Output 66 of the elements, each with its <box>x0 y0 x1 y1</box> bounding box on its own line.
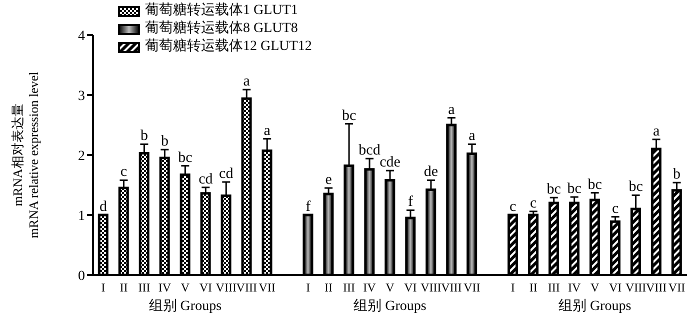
x-axis-title: 组别 Groups <box>148 298 223 315</box>
data-label: a <box>243 74 250 90</box>
x-tick-label: I <box>101 280 106 295</box>
x-tick-label: II <box>120 280 128 295</box>
data-label: a <box>264 122 271 139</box>
data-label: de <box>424 164 438 180</box>
x-tick-label: VII <box>258 280 276 295</box>
x-tick-label: II <box>324 280 333 295</box>
x-tick-label: VIII <box>441 280 462 295</box>
x-tick-label: VII <box>464 280 480 295</box>
x-tick-label: V <box>590 280 600 295</box>
x-tick-label: VIII <box>420 280 442 295</box>
y-tick-label: 0 <box>78 268 85 284</box>
x-tick-label: IV <box>568 280 582 295</box>
x-tick-label: IV <box>363 280 376 295</box>
text: 组别 Groups <box>557 298 632 315</box>
text: 组别 Groups <box>352 298 428 315</box>
data-label: a <box>448 102 456 118</box>
x-tick-label: VI <box>608 280 622 295</box>
y-tick-label: 2 <box>78 148 85 164</box>
data-label: bc <box>588 176 602 193</box>
x-tick-label: V <box>386 280 395 295</box>
data-label: bc <box>178 150 193 166</box>
data-label: cd <box>198 171 214 188</box>
x-tick-label: VII <box>668 280 686 295</box>
y-tick-label: 1 <box>78 208 85 224</box>
y-axis-title: mRNA相对表达量 mRNA relative expression level <box>10 71 41 238</box>
data-label: f <box>306 199 311 215</box>
x-tick-label: I <box>510 280 515 295</box>
x-tick-label: I <box>306 280 310 295</box>
data-label: bcd <box>358 142 381 159</box>
data-label: b <box>673 166 681 183</box>
data-label: b <box>140 128 148 144</box>
x-tick-label: VIII <box>625 280 646 295</box>
y-tick-label: 4 <box>78 28 85 44</box>
data-label: b <box>160 134 168 150</box>
data-label: e <box>325 172 332 188</box>
x-tick-label: II <box>529 280 538 295</box>
x-tick-label: VI <box>404 280 417 295</box>
legend-label: 葡萄糖转运载体8 GLUT8 <box>145 20 298 38</box>
x-tick-label: VIII <box>236 280 257 295</box>
y-tick-label: 3 <box>78 88 85 104</box>
data-label: bc <box>546 182 562 198</box>
x-tick-label: V <box>180 280 190 295</box>
data-label: a <box>652 123 660 140</box>
data-label: bc <box>567 181 582 197</box>
data-label: cde <box>380 154 401 171</box>
data-label: bc <box>342 108 356 124</box>
x-tick-label: VIII <box>216 280 236 295</box>
legend-label: 葡萄糖转运载体1 GLUT1 <box>145 2 298 20</box>
data-label: f <box>408 194 413 210</box>
data-label: c <box>612 200 619 217</box>
x-tick-label: III <box>548 280 560 295</box>
data-label: c <box>510 199 517 215</box>
x-tick-label: III <box>138 280 150 295</box>
legend-label: 葡萄糖转运载体12 GLUT12 <box>145 38 312 56</box>
x-tick-label: III <box>343 280 356 295</box>
x-tick-label: IV <box>158 280 172 295</box>
x-tick-label: VI <box>199 280 212 295</box>
data-label: cd <box>219 166 234 182</box>
data-label: a <box>468 128 476 144</box>
data-label: bc <box>628 179 644 196</box>
data-label: c <box>120 164 128 180</box>
x-tick-label: VIII <box>646 280 667 295</box>
data-label: d <box>99 199 108 215</box>
data-label: c <box>530 195 538 212</box>
